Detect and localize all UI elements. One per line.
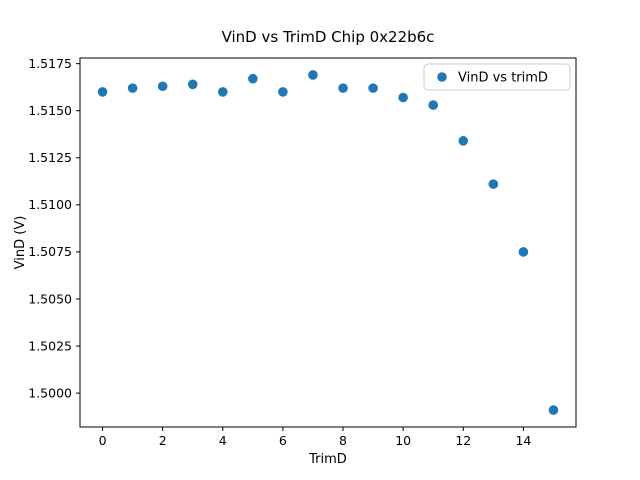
x-tick-label: 6: [279, 433, 287, 448]
x-tick-label: 10: [395, 433, 411, 448]
scatter-point: [518, 247, 529, 257]
scatter-point: [548, 405, 559, 415]
scatter-point: [488, 179, 499, 189]
legend-marker: [437, 72, 447, 82]
x-axis-label: TrimD: [308, 452, 347, 467]
y-tick-label: 1.5000: [28, 385, 72, 400]
x-tick-label: 4: [219, 433, 227, 448]
scatter-point: [368, 83, 378, 93]
y-tick-label: 1.5050: [28, 291, 72, 306]
plot-border: [79, 57, 577, 428]
y-tick-label: 1.5125: [28, 150, 72, 165]
x-tick-label: 0: [99, 433, 107, 448]
scatter-point: [248, 73, 258, 84]
scatter-point: [308, 70, 318, 80]
scatter-point: [398, 92, 408, 103]
x-tick-label: 8: [339, 433, 347, 448]
x-tick-label: 12: [455, 433, 471, 448]
scatter-point: [278, 87, 288, 97]
y-tick-label: 1.5175: [28, 56, 72, 71]
x-tick-label: 14: [515, 433, 531, 448]
scatter-point: [157, 81, 168, 92]
scatter-point: [97, 87, 108, 97]
scatter-point: [428, 100, 439, 110]
scatter-point: [127, 83, 138, 93]
legend-label: VinD vs trimD: [458, 71, 548, 86]
scatter-point: [338, 83, 348, 93]
y-axis-label: VinD (V): [13, 216, 28, 270]
x-tick-label: 2: [159, 433, 167, 448]
chart-title: VinD vs TrimD Chip 0x22b6c: [222, 28, 435, 46]
y-tick-label: 1.5150: [28, 103, 72, 118]
y-tick-label: 1.5025: [28, 338, 72, 353]
legend: [423, 63, 571, 91]
y-tick-label: 1.5075: [28, 244, 72, 259]
y-tick-label: 1.5100: [28, 197, 72, 212]
scatter-point: [187, 79, 198, 90]
scatter-point: [217, 87, 228, 97]
scatter-point: [458, 136, 469, 146]
